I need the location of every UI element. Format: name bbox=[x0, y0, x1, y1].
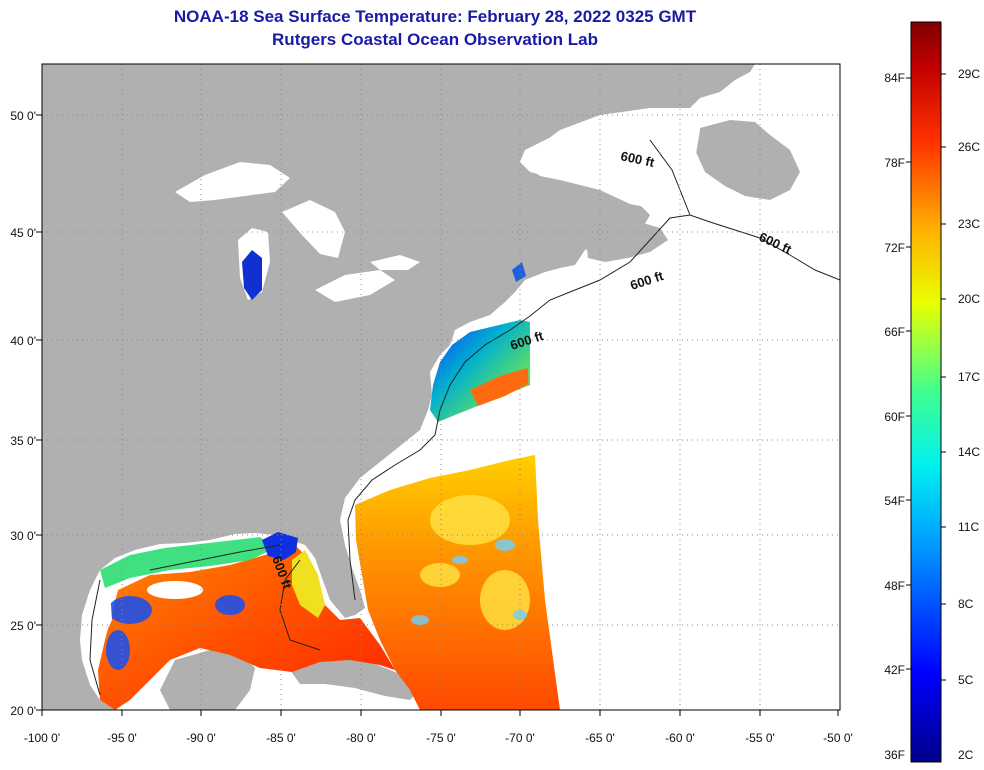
colorbar-c-label: 5C bbox=[958, 673, 974, 687]
lon-tick-label: -60 0' bbox=[665, 731, 695, 745]
lon-tick-label: -85 0' bbox=[266, 731, 296, 745]
lon-tick-label: -100 0' bbox=[24, 731, 60, 745]
colorbar-c-label: 23C bbox=[958, 217, 980, 231]
lon-tick-label: -75 0' bbox=[426, 731, 456, 745]
colorbar-f-label: 84F bbox=[884, 71, 905, 85]
colorbar-c-label: 2C bbox=[958, 748, 974, 762]
cuba-land bbox=[290, 658, 420, 700]
lat-tick-label: 35 0' bbox=[10, 434, 36, 448]
mid-atlantic-sst bbox=[430, 320, 530, 422]
lon-tick-label: -95 0' bbox=[107, 731, 137, 745]
colorbar-c-label: 20C bbox=[958, 292, 980, 306]
lat-tick-label: 25 0' bbox=[10, 619, 36, 633]
map-area: 600 ft 600 ft 600 ft 600 ft 600 ft bbox=[42, 64, 840, 710]
colorbar-c-label: 11C bbox=[958, 520, 979, 534]
yucatan-land bbox=[160, 650, 255, 710]
colorbar-f-label: 60F bbox=[884, 410, 905, 424]
north-america-land bbox=[42, 64, 755, 710]
gulf-st-lawrence-cloud bbox=[520, 108, 705, 210]
apalachee-cold-water bbox=[262, 532, 298, 560]
map-title: NOAA-18 Sea Surface Temperature: Februar… bbox=[173, 7, 697, 26]
atlantic-sst-patches bbox=[420, 495, 530, 630]
colorbar-c-label: 29C bbox=[958, 67, 980, 81]
colorbar-c-label: 26C bbox=[958, 140, 980, 154]
lon-tick-label: -65 0' bbox=[585, 731, 615, 745]
colorbar-f-label: 48F bbox=[884, 579, 905, 593]
colorbar-fahrenheit-labels: 84F 78F 72F 66F 60F 54F 48F 42F 36F bbox=[884, 71, 905, 762]
lon-tick-label: -50 0' bbox=[823, 731, 853, 745]
lat-tick-label: 40 0' bbox=[10, 334, 36, 348]
lon-tick-label: -55 0' bbox=[745, 731, 775, 745]
gulf-stream-warm-band bbox=[470, 368, 528, 406]
lat-tick-label: 50 0' bbox=[10, 109, 36, 123]
colorbar-f-label: 36F bbox=[884, 748, 905, 762]
latitude-labels: 50 0' 45 0' 40 0' 35 0' 30 0' 25 0' 20 0… bbox=[10, 109, 36, 718]
lat-lon-grid bbox=[42, 64, 840, 710]
colorbar-ticks bbox=[906, 73, 946, 681]
colorbar bbox=[910, 21, 942, 763]
lake-michigan-sst bbox=[242, 250, 262, 300]
colorbar-f-label: 72F bbox=[884, 241, 905, 255]
axis-ticks bbox=[36, 114, 839, 716]
colorbar-celsius-labels: 29C 26C 23C 20C 17C 14C 11C 8C 5C 2C bbox=[958, 67, 980, 762]
colorbar-c-label: 14C bbox=[958, 445, 980, 459]
colorbar-f-label: 78F bbox=[884, 156, 905, 170]
lon-tick-label: -70 0' bbox=[505, 731, 535, 745]
lon-tick-label: -90 0' bbox=[186, 731, 216, 745]
colorbar-f-label: 66F bbox=[884, 325, 905, 339]
newfoundland-land bbox=[695, 120, 800, 200]
lat-tick-label: 45 0' bbox=[10, 226, 36, 240]
longitude-labels: -100 0' -95 0' -90 0' -85 0' -80 0' -75 … bbox=[24, 731, 853, 745]
gulf-cold-patches bbox=[106, 595, 245, 670]
contour-label-600ft-1: 600 ft bbox=[619, 148, 656, 170]
colorbar-c-label: 17C bbox=[958, 370, 980, 384]
map-subtitle: Rutgers Coastal Ocean Observation Lab bbox=[272, 30, 598, 49]
florida-shelf-yellow bbox=[292, 550, 325, 618]
colorbar-f-label: 42F bbox=[884, 663, 905, 677]
bathymetry-contours bbox=[89, 139, 840, 696]
colorbar-c-label: 8C bbox=[958, 597, 974, 611]
colorbar-f-label: 54F bbox=[884, 494, 905, 508]
lat-tick-label: 20 0' bbox=[10, 704, 36, 718]
gulf-of-maine-sst bbox=[512, 262, 526, 282]
lat-tick-label: 30 0' bbox=[10, 529, 36, 543]
lon-tick-label: -80 0' bbox=[346, 731, 376, 745]
